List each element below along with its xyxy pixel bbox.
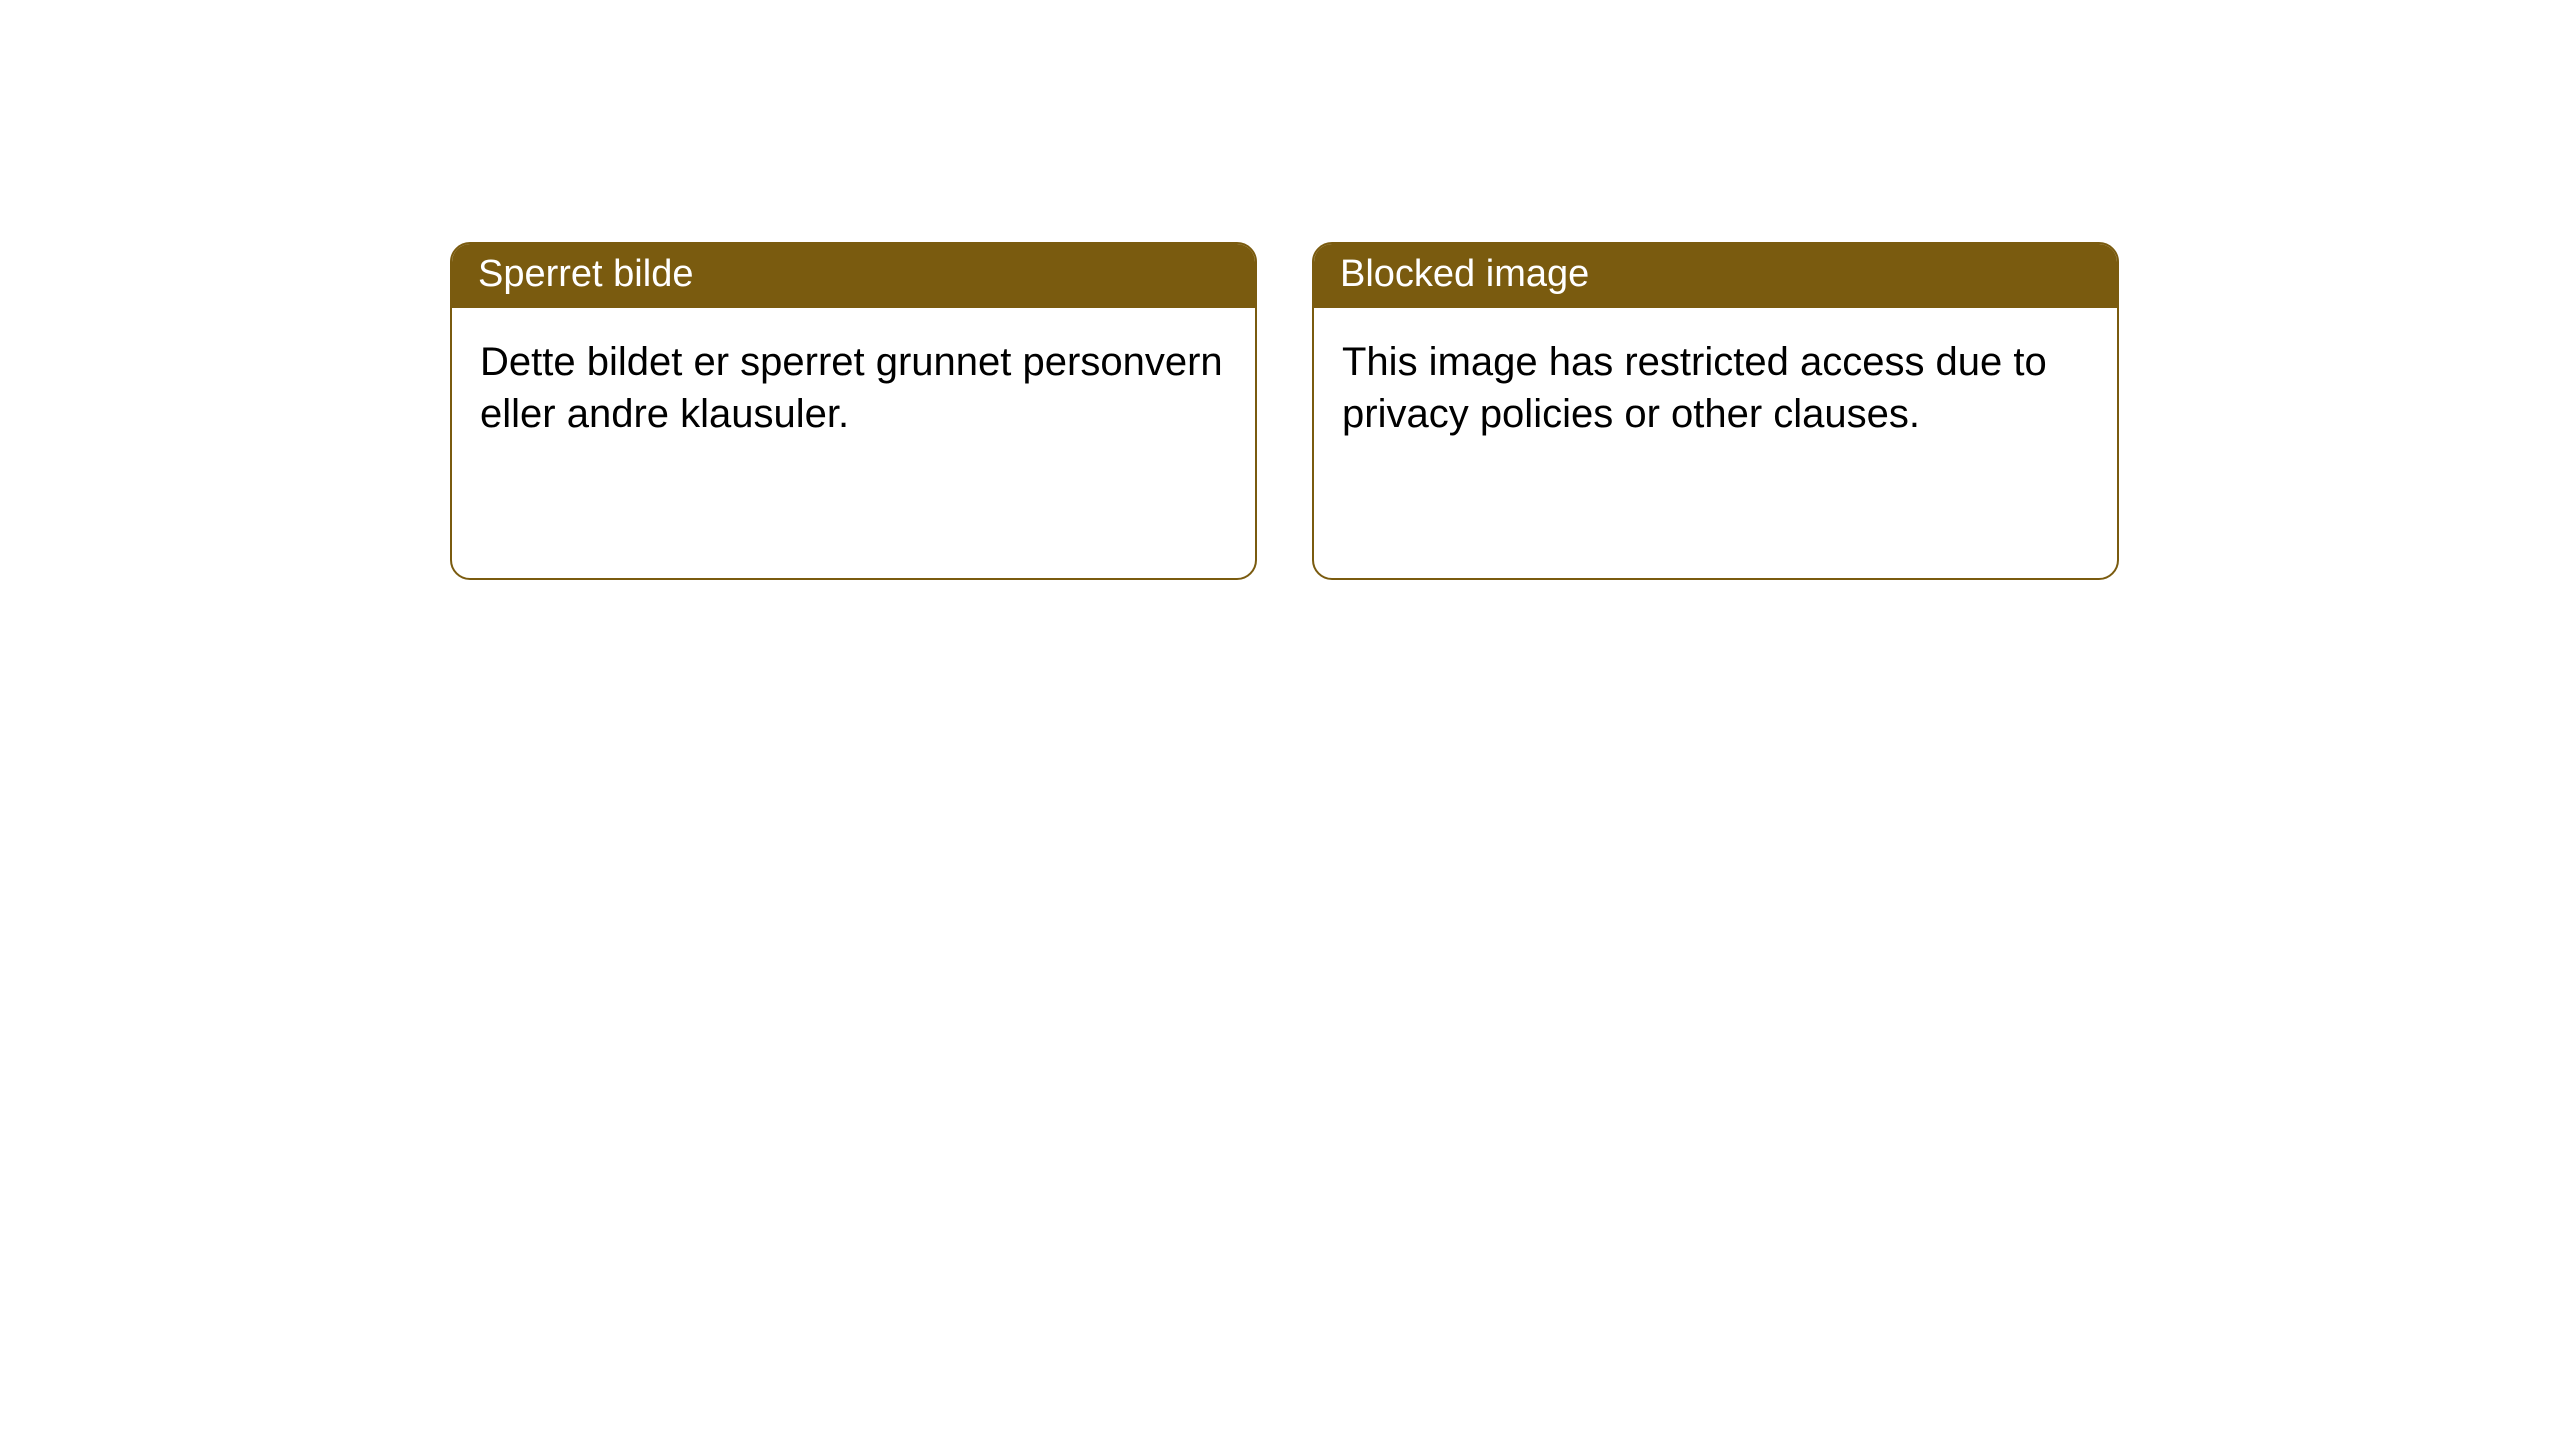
notice-card-title: Blocked image	[1314, 244, 2117, 308]
notice-card-title: Sperret bilde	[452, 244, 1255, 308]
notice-card-body: Dette bildet er sperret grunnet personve…	[452, 308, 1255, 470]
notice-card-body: This image has restricted access due to …	[1314, 308, 2117, 470]
notice-cards-row: Sperret bilde Dette bildet er sperret gr…	[450, 242, 2119, 580]
notice-card-english: Blocked image This image has restricted …	[1312, 242, 2119, 580]
notice-card-norwegian: Sperret bilde Dette bildet er sperret gr…	[450, 242, 1257, 580]
